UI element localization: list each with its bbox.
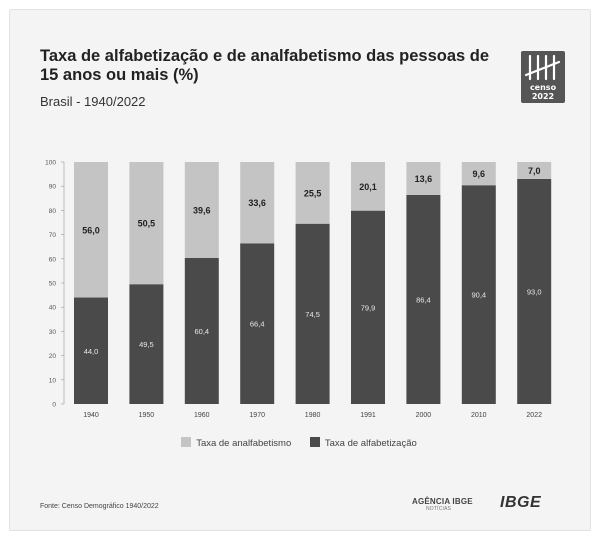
svg-text:censo: censo xyxy=(530,83,557,92)
y-tick-label: 90 xyxy=(49,184,57,191)
x-tick-label: 1960 xyxy=(194,412,210,419)
source-note: Fonte: Censo Demográfico 1940/2022 xyxy=(40,503,159,510)
y-tick-label: 0 xyxy=(52,402,56,409)
x-tick-label: 2010 xyxy=(471,412,487,419)
y-tick-label: 100 xyxy=(45,160,56,167)
x-tick-label: 1991 xyxy=(360,412,376,419)
legend-swatch-alfabetizacao xyxy=(309,437,320,447)
x-tick-label: 2022 xyxy=(526,412,542,419)
y-tick-label: 20 xyxy=(49,353,57,360)
bar-analfabetismo xyxy=(351,162,385,211)
data-label-alfabetizacao: 74,5 xyxy=(305,310,320,319)
y-tick-label: 70 xyxy=(49,232,57,239)
bar-alfabetizacao xyxy=(184,257,219,404)
legend-swatch-analfabetismo xyxy=(181,437,192,447)
bar-analfabetismo xyxy=(129,162,164,285)
y-tick-label: 40 xyxy=(49,305,57,312)
data-label-alfabetizacao: 90,4 xyxy=(471,291,486,300)
data-label-analfabetismo: 20,1 xyxy=(359,182,377,192)
agencia-ibge-logo: AGÊNCIA IBGE NOTÍCIAS xyxy=(412,497,473,512)
y-tick-label: 10 xyxy=(49,377,57,384)
y-tick-label: 30 xyxy=(49,329,57,336)
bar-alfabetizacao xyxy=(351,210,385,404)
bar-analfabetismo xyxy=(517,162,552,179)
legend-item-alfabetizacao: Taxa de alfabetização xyxy=(309,437,417,449)
data-label-alfabetizacao: 44,0 xyxy=(84,347,99,356)
x-tick-label: 1950 xyxy=(139,412,155,419)
data-label-analfabetismo: 25,5 xyxy=(304,188,322,198)
legend-label-alfabetizacao: Taxa de alfabetização xyxy=(324,438,417,449)
data-label-analfabetismo: 56,0 xyxy=(82,225,100,235)
bar-alfabetizacao xyxy=(461,185,496,404)
chart-legend: Taxa de analfabetismo Taxa de alfabetiza… xyxy=(0,437,598,449)
ibge-logo: IBGE xyxy=(500,494,542,511)
data-label-analfabetismo: 7,0 xyxy=(528,166,541,176)
y-tick-label: 50 xyxy=(49,281,57,288)
y-tick-label: 60 xyxy=(49,256,57,263)
x-tick-label: 1970 xyxy=(249,412,265,419)
data-label-analfabetismo: 50,5 xyxy=(138,219,156,229)
svg-text:2022: 2022 xyxy=(532,92,554,101)
chart-title: Taxa de alfabetização e de analfabetismo… xyxy=(40,47,490,84)
legend-label-analfabetismo: Taxa de analfabetismo xyxy=(196,438,292,449)
bar-analfabetismo xyxy=(406,162,441,195)
bar-analfabetismo xyxy=(295,162,330,224)
bar-analfabetismo xyxy=(461,162,496,186)
y-tick-label: 80 xyxy=(49,208,57,215)
data-label-analfabetismo: 39,6 xyxy=(193,205,211,215)
censo-logo-graphic: censo 2022 xyxy=(524,54,561,101)
bar-alfabetizacao xyxy=(517,178,552,404)
bar-analfabetismo xyxy=(240,162,275,244)
x-tick-label: 1980 xyxy=(305,412,321,419)
bar-alfabetizacao xyxy=(240,243,275,404)
data-label-alfabetizacao: 60,4 xyxy=(194,327,209,336)
x-tick-label: 2000 xyxy=(416,412,432,419)
legend-item-analfabetismo: Taxa de analfabetismo xyxy=(181,437,291,449)
data-label-alfabetizacao: 66,4 xyxy=(250,320,265,329)
data-label-analfabetismo: 13,6 xyxy=(415,174,433,184)
bar-alfabetizacao xyxy=(295,223,330,404)
x-tick-label: 1940 xyxy=(83,412,99,419)
bar-alfabetizacao xyxy=(129,284,164,404)
censo-2022-logo: censo 2022 xyxy=(521,51,565,103)
bar-analfabetismo xyxy=(184,162,219,258)
agencia-ibge-text: AGÊNCIA IBGE xyxy=(412,497,473,506)
data-label-alfabetizacao: 49,5 xyxy=(139,340,154,349)
bar-analfabetismo xyxy=(74,162,108,298)
bar-alfabetizacao xyxy=(406,194,441,404)
agencia-noticias-text: NOTÍCIAS xyxy=(426,506,452,512)
data-label-alfabetizacao: 79,9 xyxy=(361,303,376,312)
chart-subtitle: Brasil - 1940/2022 xyxy=(40,94,146,109)
data-label-analfabetismo: 33,6 xyxy=(248,198,266,208)
data-label-alfabetizacao: 86,4 xyxy=(416,295,431,304)
data-label-analfabetismo: 9,6 xyxy=(473,169,486,179)
data-label-alfabetizacao: 93,0 xyxy=(527,287,542,296)
bar-alfabetizacao xyxy=(74,297,108,404)
